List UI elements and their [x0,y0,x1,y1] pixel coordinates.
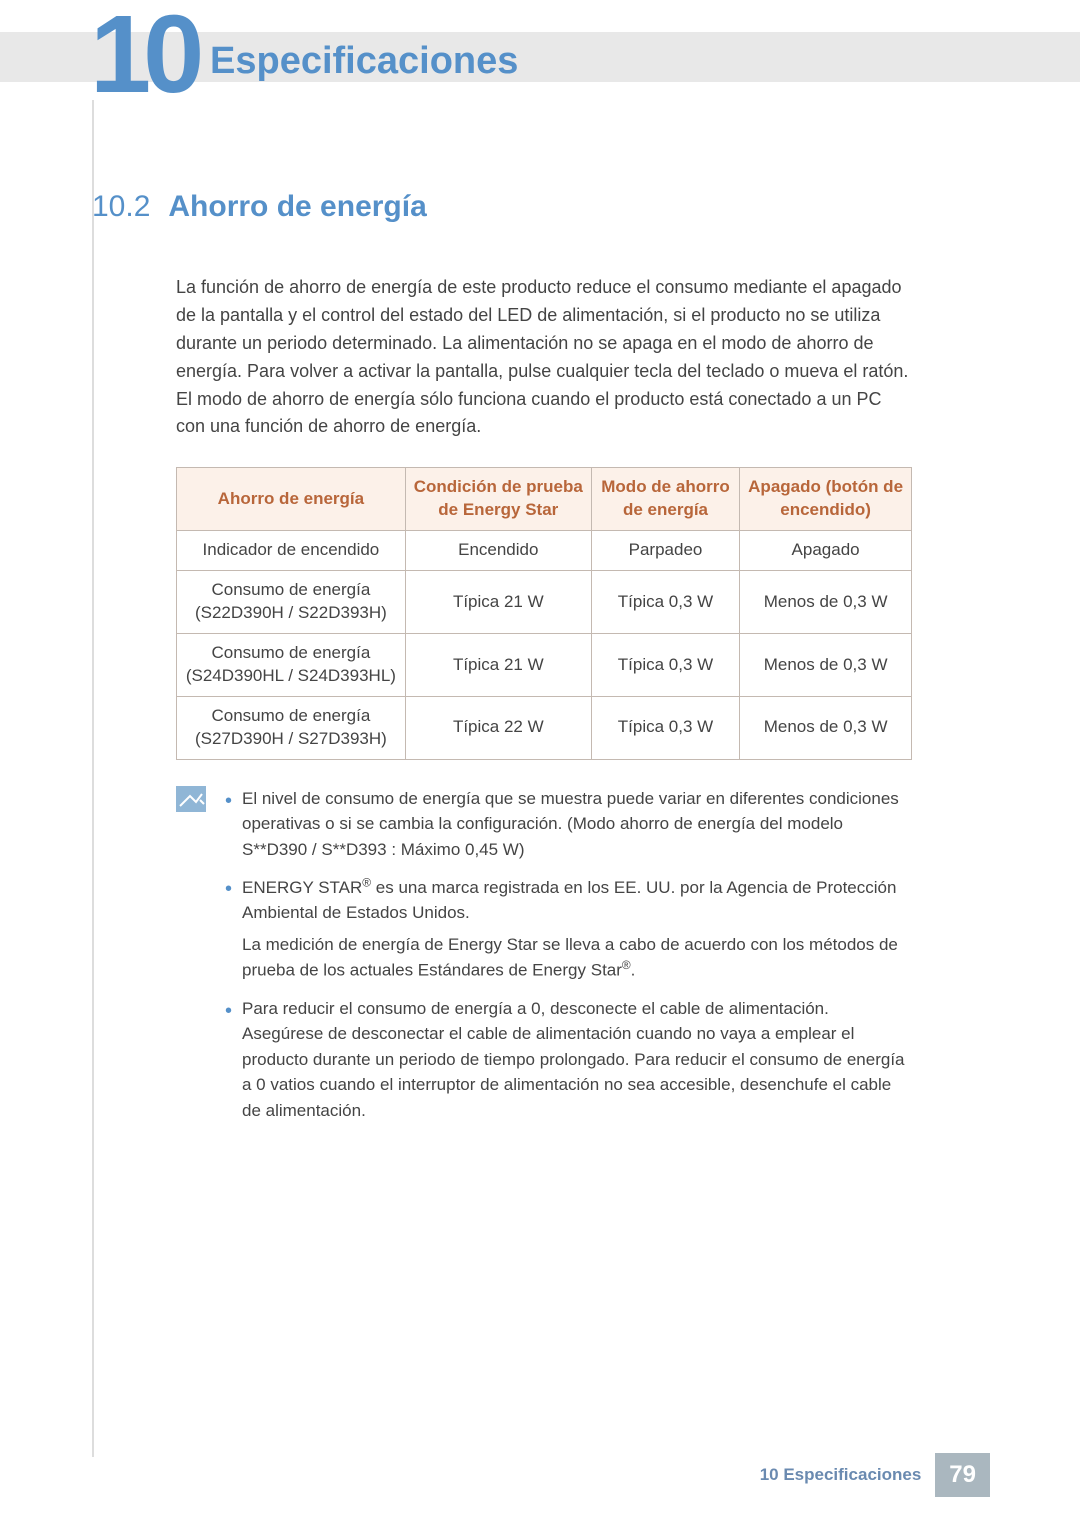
note-text: Para reducir el consumo de energía a 0, … [242,999,905,1120]
note-item: Para reducir el consumo de energía a 0, … [220,996,912,1124]
section-title: Ahorro de energía [168,190,426,224]
note-item: ENERGY STAR® es una marca registrada en … [220,874,912,983]
cell: Menos de 0,3 W [740,571,912,634]
th-3: Apagado (botón de encendido) [740,468,912,531]
chapter-number: 10 [90,0,196,110]
footer-page: 79 [935,1453,990,1497]
note-text: ENERGY STAR® es una marca registrada en … [242,878,896,923]
th-2: Modo de ahorro de energía [591,468,739,531]
table-row: Consumo de energía (S24D390HL / S24D393H… [177,634,912,697]
table-row: Indicador de encendido Encendido Parpade… [177,531,912,571]
section-header: 10.2 Ahorro de energía [92,190,912,224]
note-list: El nivel de consumo de energía que se mu… [220,786,912,1135]
note-icon [176,786,206,812]
notes-block: El nivel de consumo de energía que se mu… [176,786,912,1135]
cell: Típica 0,3 W [591,571,739,634]
cell: Consumo de energía (S27D390H / S27D393H) [177,696,406,759]
note-text: El nivel de consumo de energía que se mu… [242,789,899,859]
cell: Menos de 0,3 W [740,634,912,697]
note-item: El nivel de consumo de energía que se mu… [220,786,912,863]
content: 10.2 Ahorro de energía La función de aho… [92,190,912,1135]
cell: Típica 0,3 W [591,696,739,759]
footer-text: 10 Especificaciones [760,1465,922,1485]
cell: Típica 0,3 W [591,634,739,697]
cell: Típica 21 W [405,571,591,634]
intro-paragraph: La función de ahorro de energía de este … [176,274,912,441]
cell: Indicador de encendido [177,531,406,571]
cell: Consumo de energía (S22D390H / S22D393H) [177,571,406,634]
cell: Apagado [740,531,912,571]
footer: 10 Especificaciones 79 [760,1453,990,1497]
cell: Típica 21 W [405,634,591,697]
th-1: Condición de prueba de Energy Star [405,468,591,531]
section-number: 10.2 [92,190,150,224]
chapter-title: Especificaciones [210,40,518,83]
table-row: Consumo de energía (S22D390H / S22D393H)… [177,571,912,634]
cell: Consumo de energía (S24D390HL / S24D393H… [177,634,406,697]
cell: Menos de 0,3 W [740,696,912,759]
cell: Parpadeo [591,531,739,571]
note-subtext: La medición de energía de Energy Star se… [242,932,912,984]
energy-table: Ahorro de energía Condición de prueba de… [176,467,912,759]
th-0: Ahorro de energía [177,468,406,531]
table-row: Consumo de energía (S27D390H / S27D393H)… [177,696,912,759]
cell: Encendido [405,531,591,571]
cell: Típica 22 W [405,696,591,759]
